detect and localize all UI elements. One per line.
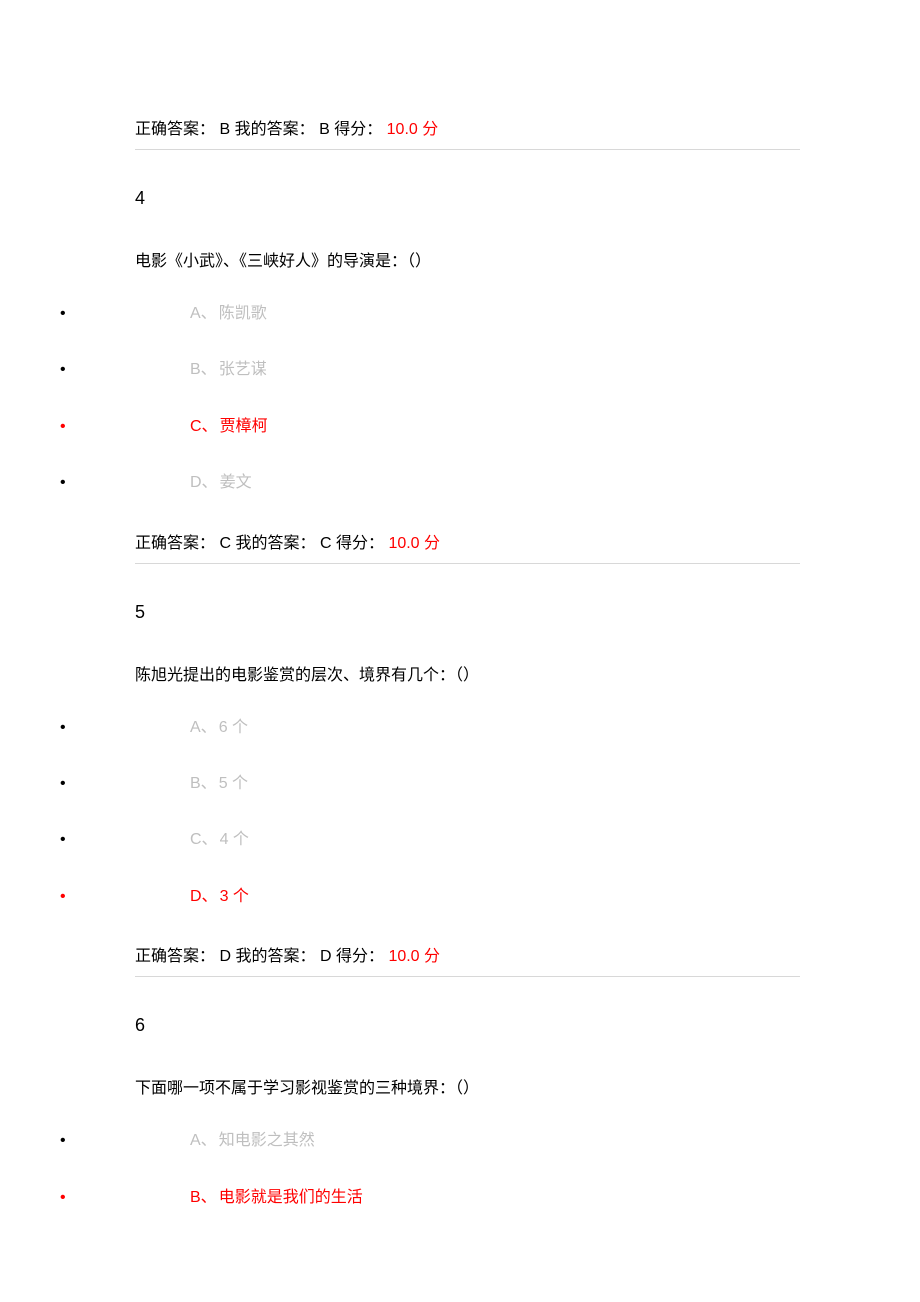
my-answer-label: 我的答案： [235,948,315,965]
correct-answer-label: 正确答案： [135,535,215,552]
option-letter: C、 [190,831,218,848]
correct-answer-value: C [219,535,231,552]
option-letter: B、 [190,361,217,378]
q3-answer-row: 正确答案： B 我的答案： B 得分： 10.0 分 [135,115,800,150]
q4-options: A、陈凯歌 B、张艺谋 C、贾樟柯 D、姜文 [60,303,800,495]
option-text: 知电影之其然 [219,1132,315,1149]
score-label: 得分： [336,535,384,552]
q4-number: 4 [135,188,800,209]
q5-option-d: D、3 个 [60,886,800,908]
q6-option-a: A、知电影之其然 [60,1130,800,1152]
q4-text: 电影《小武》、《三峡好人》的导演是：（） [135,247,800,271]
q5-answer-row: 正确答案： D 我的答案： D 得分： 10.0 分 [135,942,800,977]
option-letter: C、 [190,418,218,435]
option-letter: B、 [190,1189,217,1206]
score-value: 10.0 分 [388,948,440,965]
q5-number: 5 [135,602,800,623]
option-text: 陈凯歌 [219,305,267,322]
q5-option-b: B、5 个 [60,773,800,795]
option-text: 3 个 [220,888,249,905]
document-content: 正确答案： B 我的答案： B 得分： 10.0 分 4 电影《小武》、《三峡好… [0,115,920,1209]
q6-options: A、知电影之其然 B、电影就是我们的生活 [60,1130,800,1209]
my-answer-value: C [320,535,332,552]
q5-text: 陈旭光提出的电影鉴赏的层次、境界有几个：（） [135,661,800,685]
option-letter: A、 [190,719,217,736]
q4-option-a: A、陈凯歌 [60,303,800,325]
q6-number: 6 [135,1015,800,1036]
option-letter: A、 [190,305,217,322]
q5-options: A、6 个 B、5 个 C、4 个 D、3 个 [60,717,800,909]
q5-option-a: A、6 个 [60,717,800,739]
my-answer-value: B [319,121,330,138]
q6-option-b: B、电影就是我们的生活 [60,1187,800,1209]
correct-answer-label: 正确答案： [135,948,215,965]
option-letter: A、 [190,1132,217,1149]
option-letter: D、 [190,888,218,905]
my-answer-label: 我的答案： [235,535,315,552]
option-letter: D、 [190,474,218,491]
q6-text: 下面哪一项不属于学习影视鉴赏的三种境界：（） [135,1074,800,1098]
option-text: 姜文 [220,474,252,491]
score-label: 得分： [336,948,384,965]
q4-option-b: B、张艺谋 [60,359,800,381]
q4-option-d: D、姜文 [60,472,800,494]
q4-answer-row: 正确答案： C 我的答案： C 得分： 10.0 分 [135,529,800,564]
option-text: 5 个 [219,775,248,792]
score-label: 得分： [334,121,382,138]
q5-option-c: C、4 个 [60,829,800,851]
my-answer-label: 我的答案： [235,121,315,138]
option-text: 4 个 [220,831,249,848]
option-text: 电影就是我们的生活 [219,1189,363,1206]
correct-answer-value: D [219,948,231,965]
score-value: 10.0 分 [387,121,439,138]
option-text: 张艺谋 [219,361,267,378]
option-text: 6 个 [219,719,248,736]
correct-answer-label: 正确答案： [135,121,215,138]
option-text: 贾樟柯 [220,418,268,435]
my-answer-value: D [320,948,332,965]
q4-option-c: C、贾樟柯 [60,416,800,438]
score-value: 10.0 分 [388,535,440,552]
correct-answer-value: B [219,121,230,138]
option-letter: B、 [190,775,217,792]
